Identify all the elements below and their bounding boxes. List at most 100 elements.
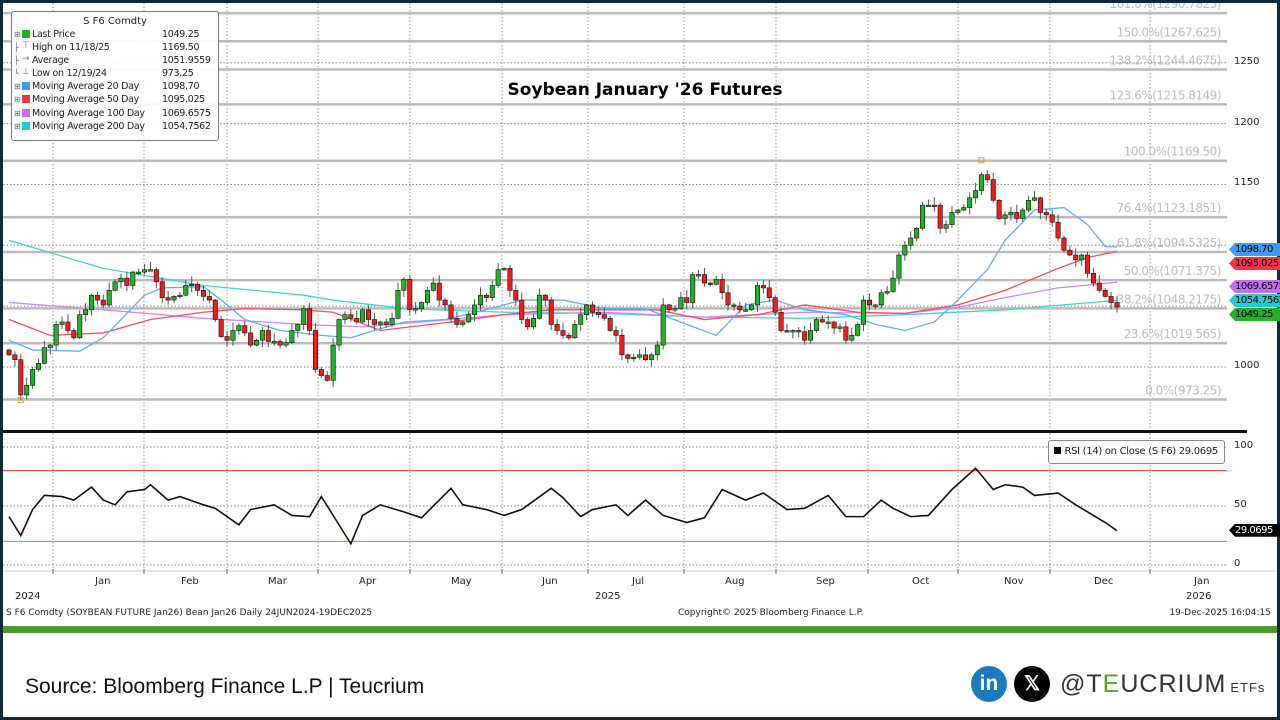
month-label: Jun <box>542 576 558 587</box>
candle <box>566 335 572 339</box>
teucrium-handle[interactable]: @TEUCRIUM ETFs <box>1060 670 1265 699</box>
candle <box>106 290 112 306</box>
candle <box>660 304 666 346</box>
candle <box>542 294 548 301</box>
candle <box>902 245 908 256</box>
legend-label: Moving Average 200 Day <box>32 120 145 132</box>
candle <box>212 299 218 320</box>
candle <box>1049 214 1055 223</box>
expand-icon[interactable]: ⊞ <box>14 108 21 118</box>
candle <box>413 308 419 311</box>
rsi-axis-label: 50 <box>1234 499 1247 510</box>
legend-value: 1169.50 <box>162 42 200 54</box>
candle <box>295 324 301 331</box>
candle <box>672 308 678 311</box>
candle <box>1014 212 1020 219</box>
legend-label: Low on 12/19/24 <box>32 68 107 80</box>
candle <box>749 304 755 311</box>
candle <box>961 207 967 211</box>
candle <box>631 356 637 360</box>
footer-timestamp: 19-Dec-2025 16:04:15 <box>1169 608 1271 618</box>
candle <box>796 330 802 333</box>
legend-item: ├ ⊤ High on 11/18/25 1169.50 <box>12 41 218 54</box>
footer-security: S F6 Comdty (SOYBEAN FUTURE Jan26) Bean … <box>6 608 373 618</box>
candle <box>643 354 649 360</box>
linkedin-icon[interactable]: in <box>971 666 1007 702</box>
candle <box>318 369 324 376</box>
fib-label: 23.6%(1019.565) <box>1124 327 1221 341</box>
fib-label: 0.0%(973.25) <box>1145 384 1221 398</box>
expand-icon[interactable]: ⊞ <box>14 95 21 105</box>
candle <box>324 375 330 381</box>
candle <box>395 290 401 319</box>
candle <box>224 336 230 341</box>
candle <box>77 314 83 339</box>
rsi-value-tag: 29.0695 <box>1229 523 1280 537</box>
candle <box>825 321 831 324</box>
candle <box>460 321 466 325</box>
expand-icon[interactable]: ⊞ <box>14 30 21 39</box>
candle <box>925 204 931 207</box>
candle <box>448 304 454 319</box>
candle <box>707 282 713 285</box>
low-marker <box>17 397 24 404</box>
legend-item: └ ⊥ Low on 12/19/24 973.25 <box>12 67 218 80</box>
candle <box>696 274 702 277</box>
candle <box>165 297 171 301</box>
candle <box>831 321 837 329</box>
candle <box>584 304 590 315</box>
candle <box>1037 197 1043 213</box>
candle <box>483 294 489 298</box>
month-label: Aug <box>725 576 745 587</box>
x-twitter-icon[interactable]: 𝕏 <box>1014 666 1050 702</box>
legend-value: 1095.025 <box>162 94 205 106</box>
legend-item: ⊞ Moving Average 100 Day 1069.6575 <box>12 107 218 120</box>
candle <box>206 296 212 301</box>
legend-label: Moving Average 20 Day <box>32 81 139 93</box>
candle <box>200 290 206 297</box>
candle <box>6 349 12 356</box>
candle <box>419 302 425 309</box>
legend-value: 973.25 <box>162 68 194 80</box>
candle <box>978 174 984 191</box>
price-tag: 1049.25 <box>1229 308 1280 321</box>
year-label: 2024 <box>15 591 41 602</box>
candle <box>142 269 148 273</box>
legend-item: ⊞ Moving Average 20 Day 1098.70 <box>12 80 218 93</box>
candle <box>1020 209 1026 219</box>
expand-icon[interactable]: ⊞ <box>14 82 21 92</box>
candle <box>71 330 77 339</box>
candle <box>124 277 130 286</box>
legend-label: Moving Average 50 Day <box>32 94 139 106</box>
candle <box>47 344 53 348</box>
candle <box>790 330 796 333</box>
candle <box>1043 212 1049 216</box>
fib-label: 161.8%(1290.7825) <box>1109 3 1221 11</box>
candle <box>1090 272 1096 284</box>
candle <box>996 199 1002 219</box>
fib-label: 100.0%(1169.50) <box>1124 145 1221 159</box>
candle <box>94 294 100 301</box>
candle <box>866 299 872 306</box>
candle <box>955 209 961 213</box>
legend-value: 1069.6575 <box>162 107 211 119</box>
candle <box>153 269 159 283</box>
candle <box>572 324 578 339</box>
price-axis-label: 1250 <box>1234 55 1260 67</box>
candle <box>12 354 18 360</box>
legend-item: ├ → Average 1051.9559 <box>12 54 218 67</box>
candle <box>35 363 41 370</box>
candle <box>819 319 825 323</box>
fib-label: 50.0%(1071.375) <box>1124 264 1221 278</box>
fib-label: 76.4%(1123.1851) <box>1117 201 1221 215</box>
candle <box>607 318 613 331</box>
candle <box>159 281 165 298</box>
candle <box>802 331 808 341</box>
candle <box>1096 282 1102 291</box>
candle <box>1002 214 1008 219</box>
candle <box>578 314 584 325</box>
legend-value: 1098.70 <box>162 81 200 93</box>
expand-icon[interactable]: ⊞ <box>14 121 21 131</box>
candle <box>330 344 336 381</box>
candle <box>920 204 926 229</box>
